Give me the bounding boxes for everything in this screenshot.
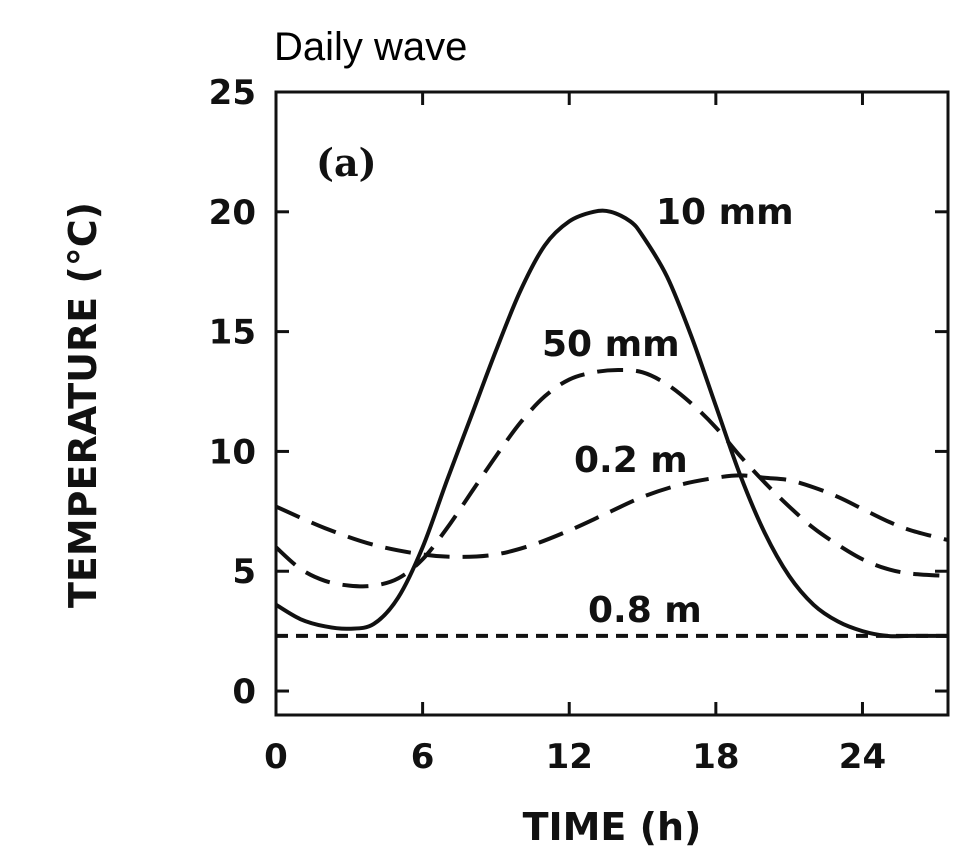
series-line-0-2-m bbox=[275, 473, 949, 559]
x-tick-label: 24 bbox=[839, 737, 886, 777]
series-line-10-mm bbox=[274, 208, 948, 639]
x-tick-label: 6 bbox=[411, 737, 435, 777]
series-label-50-mm: 50 mm bbox=[542, 324, 680, 365]
x-tick-label: 0 bbox=[264, 737, 288, 777]
chart-title: Daily wave bbox=[274, 25, 467, 69]
x-tick-label: 18 bbox=[692, 737, 739, 777]
series-lines bbox=[274, 208, 949, 639]
series-line-50-mm bbox=[274, 367, 949, 589]
x-axis-label: TIME (h) bbox=[523, 805, 702, 849]
series-label-0-2-m: 0.2 m bbox=[574, 440, 688, 481]
y-tick-label: 25 bbox=[209, 73, 256, 113]
y-tick-label: 10 bbox=[209, 432, 256, 472]
tick-labels: 0 6 12 18 24 0 5 10 15 20 25 bbox=[209, 73, 886, 777]
panel-label: (a) bbox=[316, 140, 377, 185]
axis-ticks bbox=[274, 90, 948, 715]
y-tick-label: 20 bbox=[209, 193, 256, 233]
x-tick-label: 12 bbox=[546, 737, 593, 777]
series-label-0-8-m: 0.8 m bbox=[588, 590, 702, 631]
series-labels: 10 mm 50 mm 0.2 m 0.8 m bbox=[542, 192, 794, 631]
plot-frame bbox=[274, 90, 950, 717]
y-tick-label: 0 bbox=[232, 672, 256, 712]
y-tick-label: 15 bbox=[209, 313, 256, 353]
y-axis-label: TEMPERATURE (°C) bbox=[61, 202, 105, 608]
y-tick-label: 5 bbox=[232, 552, 256, 592]
series-label-10-mm: 10 mm bbox=[656, 192, 794, 233]
